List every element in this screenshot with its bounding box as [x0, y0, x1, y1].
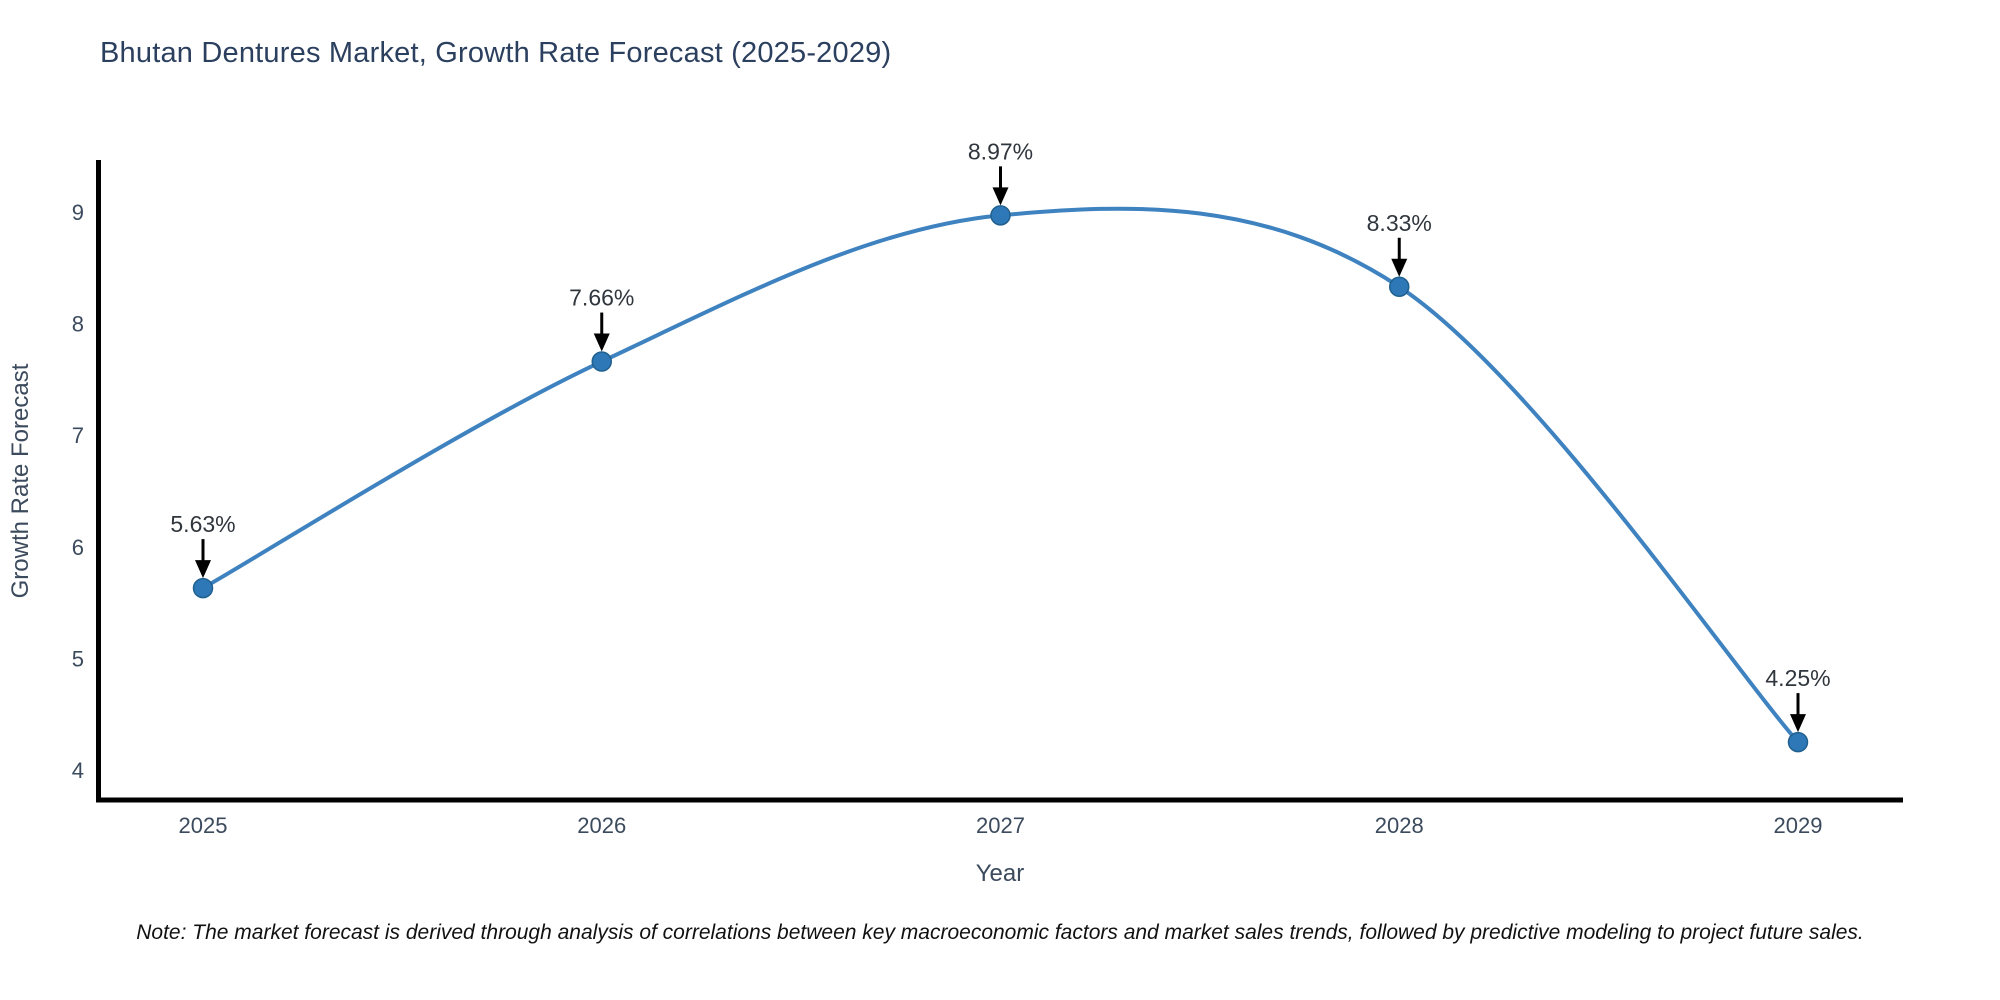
y-tick-label: 7 — [72, 423, 84, 448]
annotation-label: 4.25% — [1765, 665, 1830, 691]
annotation-arrow-head-icon — [1790, 714, 1806, 733]
point-annotation: 8.97% — [968, 138, 1033, 206]
data-point-marker — [591, 351, 612, 372]
axes — [96, 160, 1903, 803]
data-point-markers — [192, 205, 1809, 753]
data-point-marker — [1389, 276, 1410, 298]
y-tick-label: 4 — [72, 758, 84, 783]
y-tick-label: 5 — [72, 646, 84, 671]
point-annotations: 5.63% 7.66% 8.97% 8.33% 4.25% — [170, 138, 1831, 733]
x-tick-label: 2026 — [577, 813, 626, 838]
chart-title: Bhutan Dentures Market, Growth Rate Fore… — [100, 37, 892, 69]
x-tick-label: 2029 — [1774, 813, 1823, 838]
y-tick-label: 8 — [72, 312, 84, 337]
x-tick-label: 2028 — [1375, 813, 1424, 838]
point-annotation: 7.66% — [569, 285, 634, 352]
x-tick-label: 2027 — [976, 813, 1025, 838]
point-annotation: 5.63% — [170, 511, 236, 579]
annotation-label: 5.63% — [170, 511, 235, 537]
annotation-arrow-head-icon — [195, 560, 211, 579]
data-point-marker — [1787, 731, 1809, 753]
annotation-arrow-head-icon — [593, 333, 610, 352]
y-tick-labels: 4 5 6 7 8 9 — [72, 200, 84, 783]
annotation-arrow-head-icon — [1391, 258, 1408, 277]
x-axis-title: Year — [976, 860, 1025, 887]
y-axis-title: Growth Rate Forecast — [7, 363, 34, 598]
x-tick-labels: 2025 2026 2027 2028 2029 — [179, 813, 1823, 838]
series-line — [201, 206, 1800, 745]
footnote: Note: The market forecast is derived thr… — [136, 921, 1864, 944]
point-annotation: 8.33% — [1367, 210, 1432, 277]
annotation-label: 8.33% — [1367, 210, 1432, 236]
annotation-label: 8.97% — [968, 138, 1033, 164]
annotation-label: 7.66% — [569, 285, 634, 311]
point-annotation: 4.25% — [1765, 665, 1831, 733]
data-point-marker — [192, 577, 214, 599]
x-tick-label: 2025 — [179, 813, 228, 838]
y-tick-label: 6 — [72, 535, 84, 560]
annotation-arrow-head-icon — [992, 187, 1009, 206]
data-point-marker — [990, 205, 1011, 226]
y-tick-label: 9 — [72, 200, 84, 225]
